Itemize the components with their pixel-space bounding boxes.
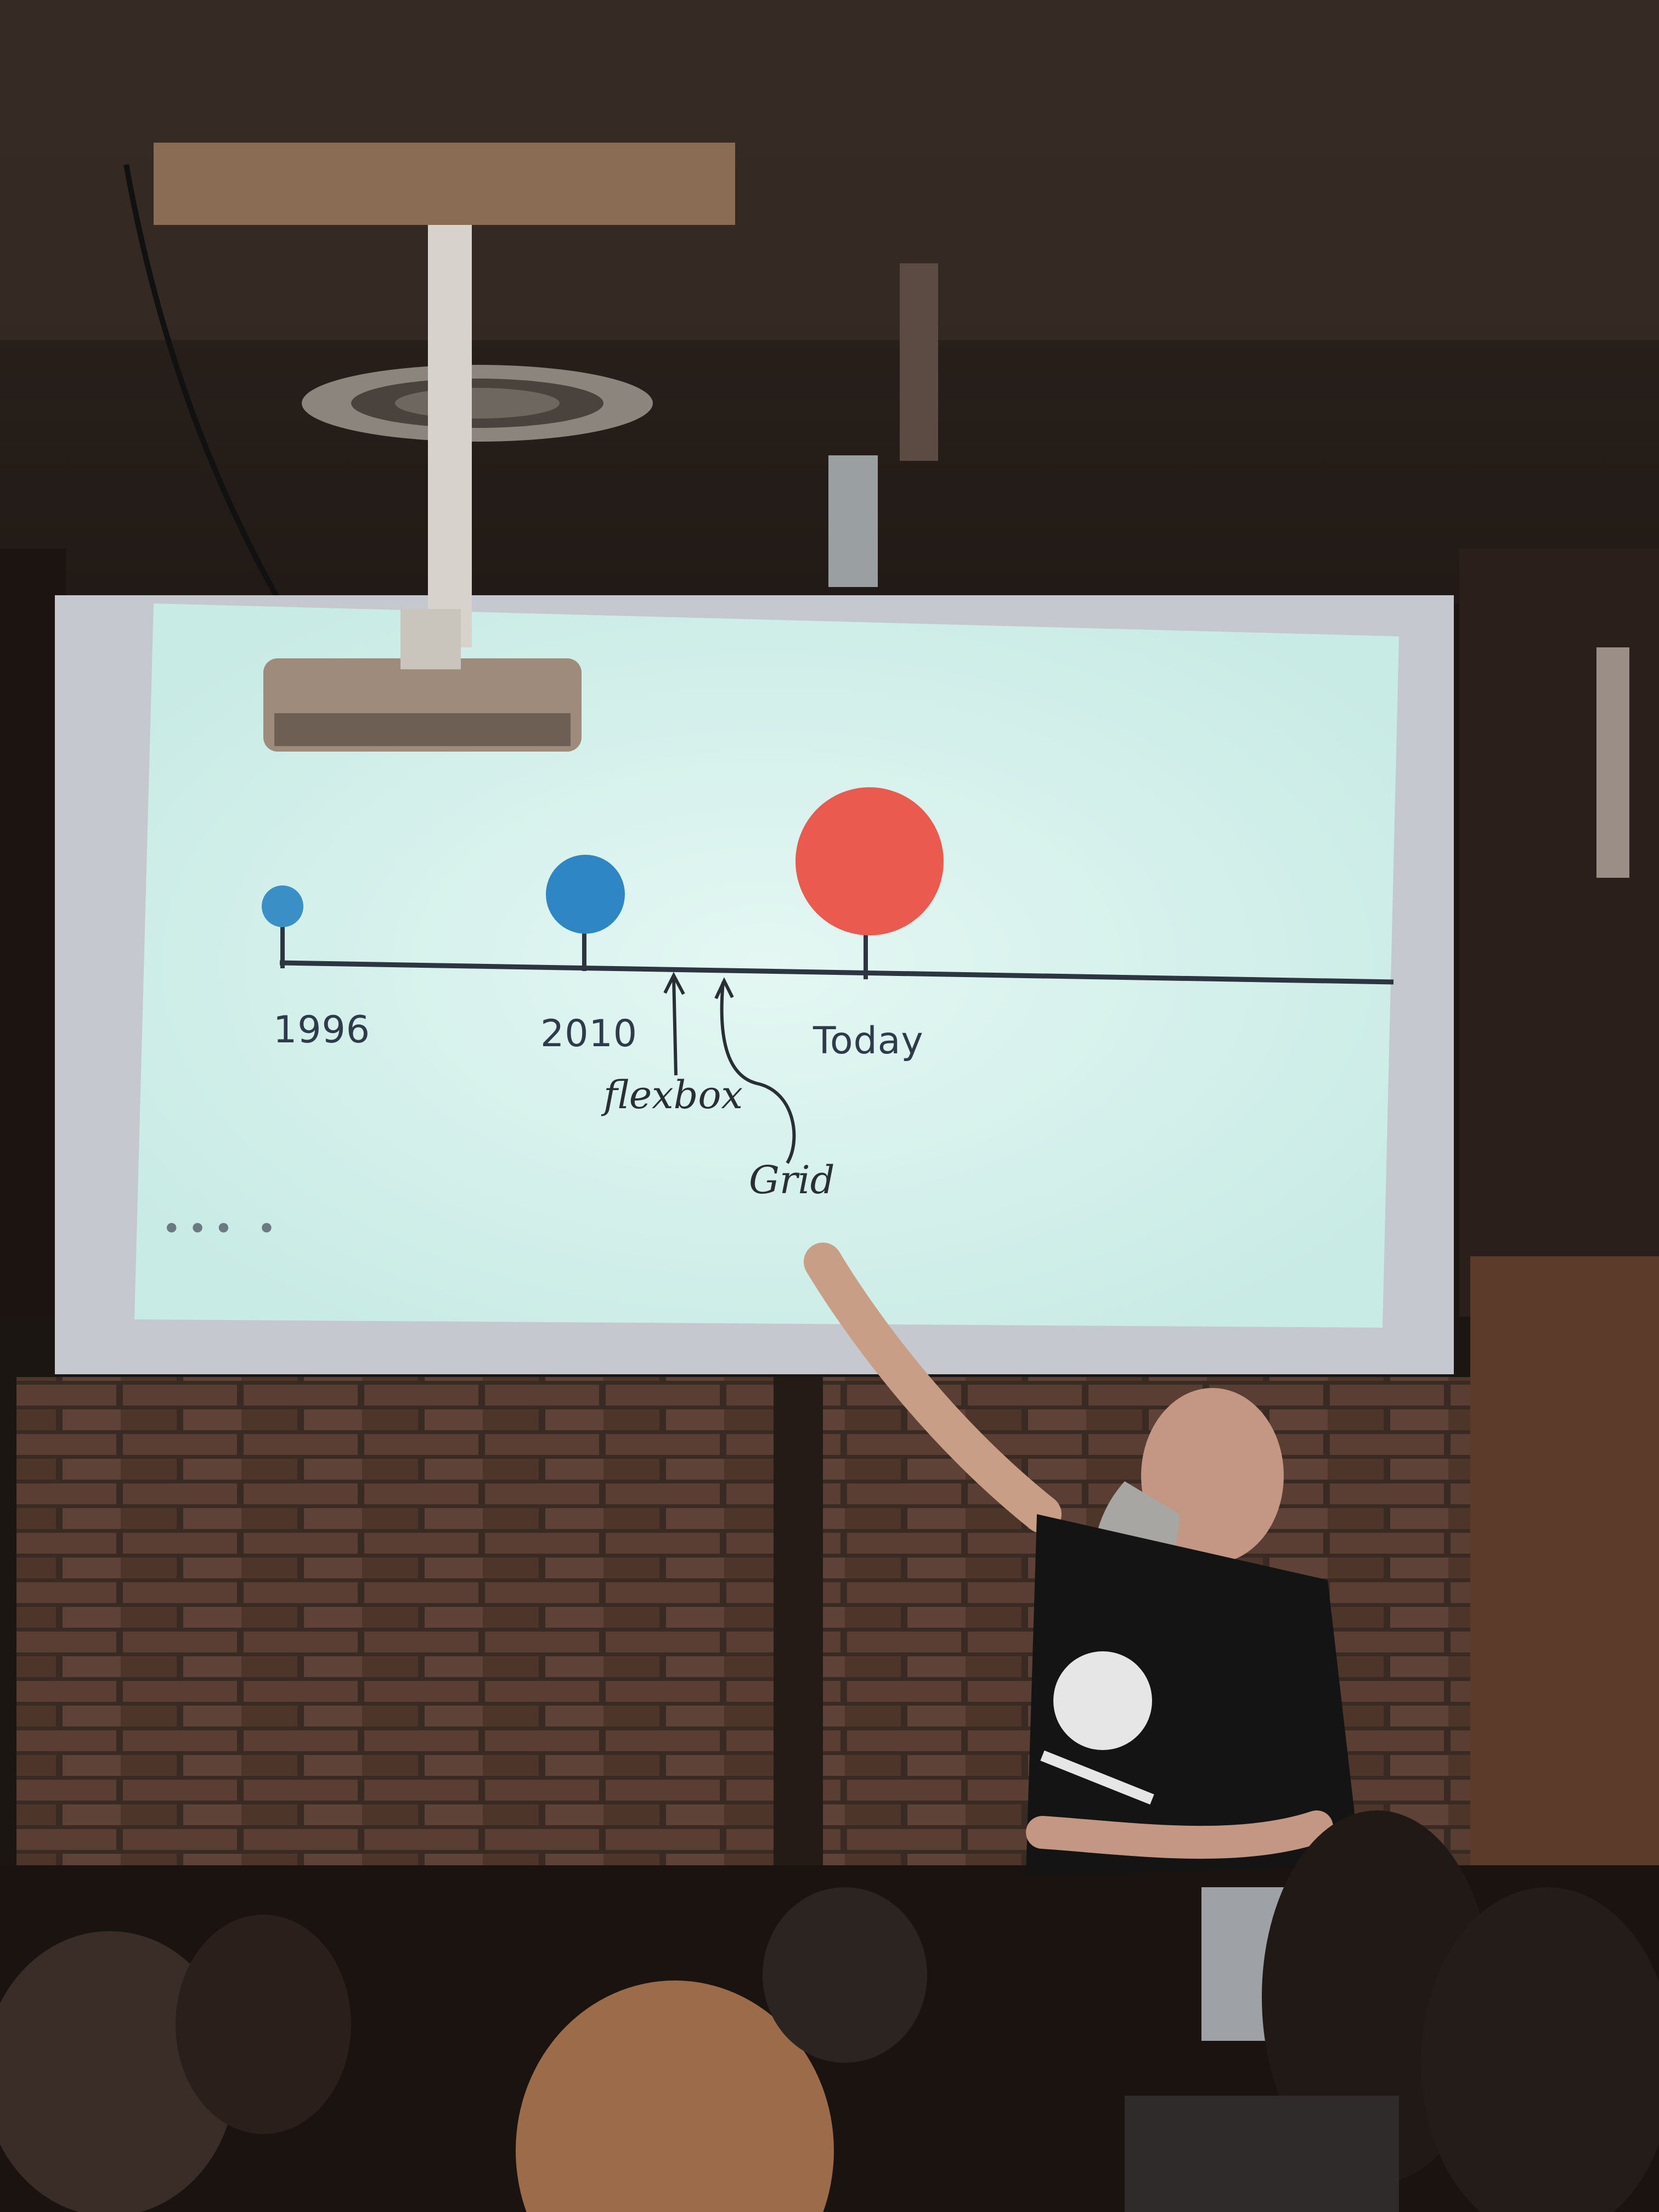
ceiling-vent — [302, 365, 653, 442]
label-2010: 2010 — [540, 1012, 638, 1056]
slide-page-dots: ••• • — [162, 1210, 283, 1248]
annotation-flexbox: flexbox — [603, 1073, 743, 1118]
timeline-dot-today — [795, 787, 944, 935]
timeline-dot-2010 — [546, 855, 625, 934]
hand-arrows — [663, 972, 796, 1164]
annotation-grid: Grid — [749, 1158, 835, 1203]
projected-slide — [134, 603, 1399, 1328]
wooden-cabinet — [1470, 1256, 1659, 1893]
label-1996: 1996 — [273, 1008, 371, 1052]
presenter — [804, 1243, 1361, 2041]
timeline-dot-1996 — [262, 885, 303, 927]
projector — [154, 143, 735, 752]
wall-outlet — [1596, 647, 1629, 878]
slide-timeline — [262, 787, 1394, 985]
pipe — [828, 263, 938, 587]
label-today: Today — [813, 1019, 924, 1063]
audience — [0, 1810, 1659, 2212]
